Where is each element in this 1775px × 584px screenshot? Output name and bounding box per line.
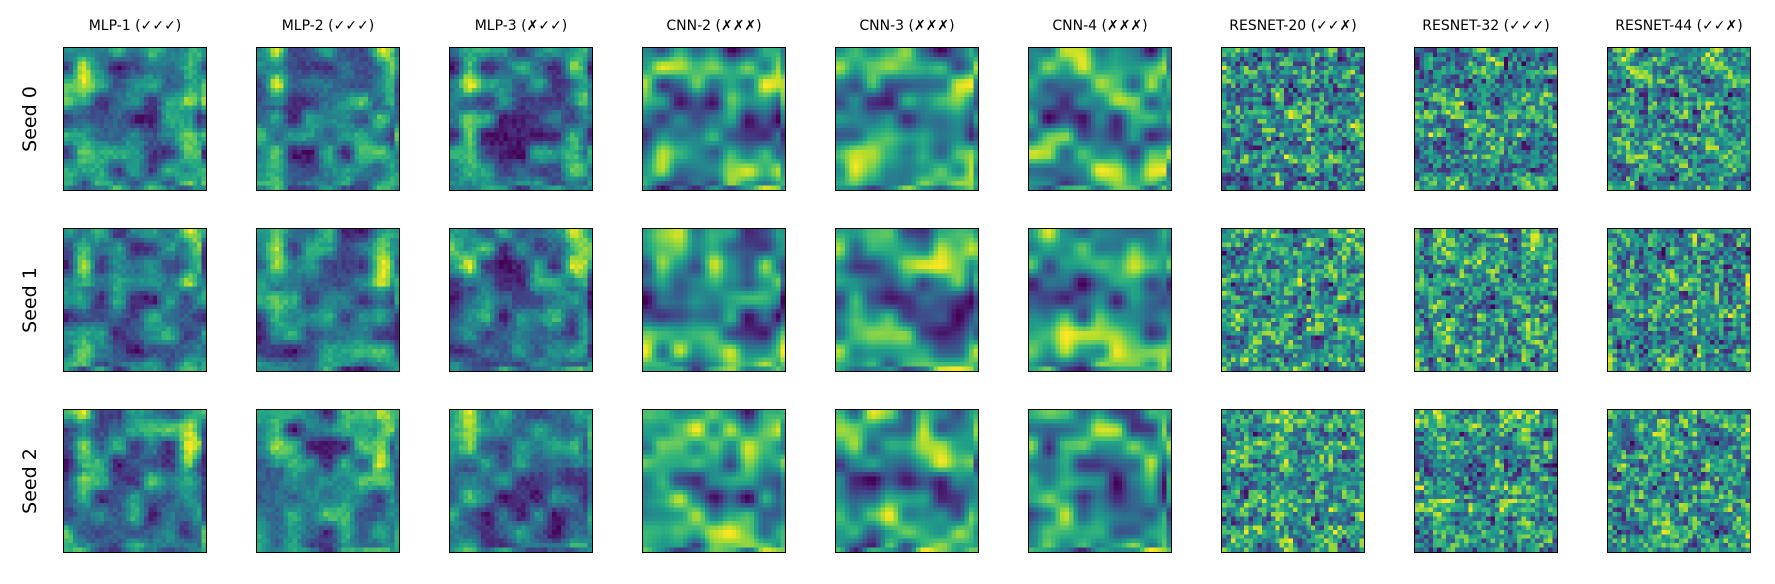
heatmap-image — [64, 410, 206, 552]
column-title: RESNET-32 (✓✓✓) — [1422, 18, 1550, 34]
heatmap-panel — [449, 409, 593, 553]
heatmap-image — [836, 410, 978, 552]
heatmap-panel — [1607, 409, 1751, 553]
column-title: RESNET-20 (✓✓✗) — [1229, 18, 1357, 34]
heatmap-image — [643, 48, 785, 190]
row-label: Seed 1 — [18, 267, 41, 333]
heatmap-image — [643, 410, 785, 552]
heatmap-image — [1222, 410, 1364, 552]
heatmap-panel — [1607, 47, 1751, 191]
column-title: CNN-2 (✗✗✗) — [666, 18, 762, 34]
heatmap-panel — [256, 228, 400, 372]
heatmap-image — [64, 229, 206, 371]
heatmap-image — [1608, 410, 1750, 552]
row-label: Seed 0 — [18, 86, 41, 152]
row-label: Seed 2 — [18, 448, 41, 514]
column-title: CNN-3 (✗✗✗) — [859, 18, 955, 34]
heatmap-image — [257, 48, 399, 190]
heatmap-image — [836, 229, 978, 371]
heatmap-panel — [63, 409, 207, 553]
heatmap-panel — [1414, 228, 1558, 372]
heatmap-image — [257, 229, 399, 371]
heatmap-image — [450, 48, 592, 190]
heatmap-panel — [1221, 409, 1365, 553]
heatmap-panel — [63, 47, 207, 191]
heatmap-panel — [256, 409, 400, 553]
heatmap-image — [1608, 48, 1750, 190]
heatmap-image — [1029, 410, 1171, 552]
heatmap-panel — [835, 47, 979, 191]
heatmap-panel — [256, 47, 400, 191]
heatmap-panel — [1607, 228, 1751, 372]
heatmap-panel — [642, 47, 786, 191]
heatmap-panel — [449, 228, 593, 372]
column-title: RESNET-44 (✓✓✗) — [1615, 18, 1743, 34]
heatmap-panel — [1414, 409, 1558, 553]
heatmap-image — [450, 229, 592, 371]
heatmap-image — [643, 229, 785, 371]
column-title: MLP-2 (✓✓✓) — [281, 18, 375, 34]
heatmap-image — [1415, 229, 1557, 371]
heatmap-panel — [835, 228, 979, 372]
heatmap-image — [257, 410, 399, 552]
heatmap-image — [450, 410, 592, 552]
heatmap-image — [836, 48, 978, 190]
heatmap-panel — [1221, 228, 1365, 372]
heatmap-panel — [1414, 47, 1558, 191]
column-title: MLP-3 (✗✓✓) — [474, 18, 568, 34]
heatmap-image — [1608, 229, 1750, 371]
heatmap-image — [1222, 48, 1364, 190]
heatmap-panel — [449, 47, 593, 191]
heatmap-image — [1415, 48, 1557, 190]
heatmap-panel — [1028, 409, 1172, 553]
heatmap-panel — [1221, 47, 1365, 191]
heatmap-panel — [835, 409, 979, 553]
heatmap-image — [64, 48, 206, 190]
heatmap-panel — [63, 228, 207, 372]
heatmap-image — [1415, 410, 1557, 552]
heatmap-image — [1222, 229, 1364, 371]
heatmap-panel — [1028, 47, 1172, 191]
heatmap-panel — [642, 228, 786, 372]
heatmap-image — [1029, 229, 1171, 371]
heatmap-panel — [1028, 228, 1172, 372]
column-title: CNN-4 (✗✗✗) — [1052, 18, 1148, 34]
heatmap-panel — [642, 409, 786, 553]
heatmap-image — [1029, 48, 1171, 190]
column-title: MLP-1 (✓✓✓) — [88, 18, 182, 34]
